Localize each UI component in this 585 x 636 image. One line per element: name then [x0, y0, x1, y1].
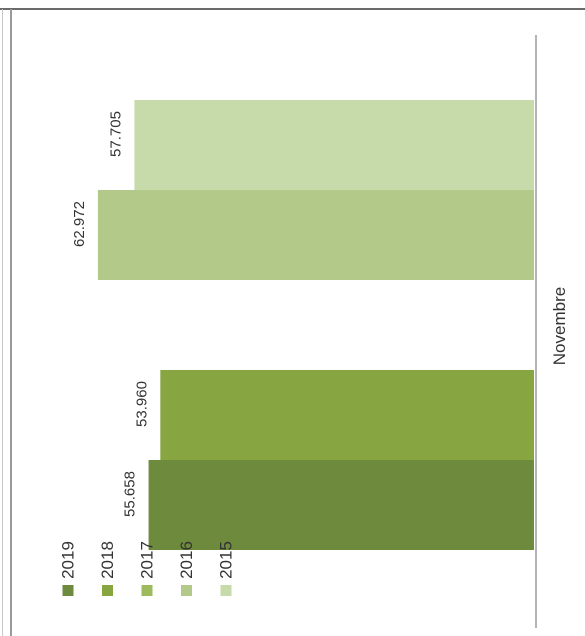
bars-group: [97, 100, 534, 550]
bar-2018: [160, 370, 534, 460]
bar-2019: [148, 460, 534, 550]
data-labels-group: 57.705 62.972 53.960 55.658: [71, 111, 150, 517]
legend-label-2018: 2018: [98, 541, 117, 579]
frame-top-border: [0, 8, 585, 10]
data-label-2018: 53.960: [133, 381, 150, 427]
legend-label-2019: 2019: [59, 541, 78, 579]
legend-swatch-2018: [102, 585, 113, 596]
legend: 2019 2018 2017 2016 2015: [59, 541, 236, 596]
legend-swatch-2016: [181, 585, 192, 596]
frame-left-outer-border: [2, 9, 3, 636]
legend-label-2015: 2015: [217, 541, 236, 579]
data-label-2016: 62.972: [71, 201, 88, 247]
legend-swatch-2019: [62, 585, 74, 596]
legend-swatch-2015: [220, 585, 232, 596]
data-label-2019: 55.658: [122, 471, 139, 517]
frame-left-border: [10, 9, 12, 636]
bar-2016: [97, 190, 534, 280]
data-label-2015: 57.705: [107, 111, 124, 157]
bar-2015: [134, 100, 534, 190]
legend-label-2016: 2016: [177, 541, 196, 579]
category-label: Novembre: [550, 287, 569, 365]
legend-swatch-2017: [141, 585, 153, 596]
legend-label-2017: 2017: [138, 541, 157, 579]
